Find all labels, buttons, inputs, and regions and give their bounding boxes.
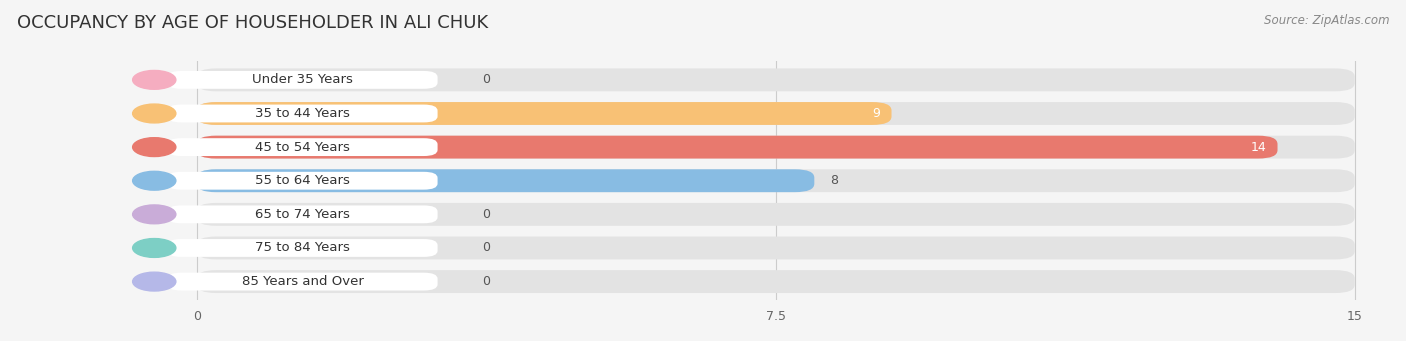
Text: 0: 0: [482, 73, 491, 86]
FancyBboxPatch shape: [197, 69, 1355, 91]
Text: 65 to 74 Years: 65 to 74 Years: [254, 208, 350, 221]
Circle shape: [132, 104, 176, 123]
FancyBboxPatch shape: [197, 102, 891, 125]
Text: 0: 0: [482, 275, 491, 288]
FancyBboxPatch shape: [197, 237, 1355, 260]
FancyBboxPatch shape: [197, 169, 814, 192]
Circle shape: [132, 71, 176, 89]
FancyBboxPatch shape: [167, 205, 437, 223]
Circle shape: [132, 138, 176, 157]
Text: 45 to 54 Years: 45 to 54 Years: [254, 140, 350, 153]
FancyBboxPatch shape: [197, 136, 1278, 159]
FancyBboxPatch shape: [167, 71, 437, 89]
Text: 9: 9: [872, 107, 880, 120]
FancyBboxPatch shape: [197, 169, 1355, 192]
FancyBboxPatch shape: [197, 136, 1355, 159]
FancyBboxPatch shape: [167, 172, 437, 190]
Circle shape: [132, 171, 176, 190]
Text: 35 to 44 Years: 35 to 44 Years: [254, 107, 350, 120]
Text: Source: ZipAtlas.com: Source: ZipAtlas.com: [1264, 14, 1389, 27]
Text: 8: 8: [830, 174, 838, 187]
Text: 0: 0: [482, 208, 491, 221]
Text: 14: 14: [1250, 140, 1265, 153]
Text: OCCUPANCY BY AGE OF HOUSEHOLDER IN ALI CHUK: OCCUPANCY BY AGE OF HOUSEHOLDER IN ALI C…: [17, 14, 488, 32]
Text: Under 35 Years: Under 35 Years: [252, 73, 353, 86]
FancyBboxPatch shape: [167, 239, 437, 257]
FancyBboxPatch shape: [167, 105, 437, 122]
Text: 55 to 64 Years: 55 to 64 Years: [254, 174, 350, 187]
Circle shape: [132, 272, 176, 291]
FancyBboxPatch shape: [167, 138, 437, 156]
Text: 0: 0: [482, 241, 491, 254]
Circle shape: [132, 239, 176, 257]
Circle shape: [132, 205, 176, 224]
FancyBboxPatch shape: [197, 203, 1355, 226]
Text: 75 to 84 Years: 75 to 84 Years: [254, 241, 350, 254]
FancyBboxPatch shape: [167, 273, 437, 291]
FancyBboxPatch shape: [197, 102, 1355, 125]
FancyBboxPatch shape: [197, 270, 1355, 293]
Text: 85 Years and Over: 85 Years and Over: [242, 275, 363, 288]
